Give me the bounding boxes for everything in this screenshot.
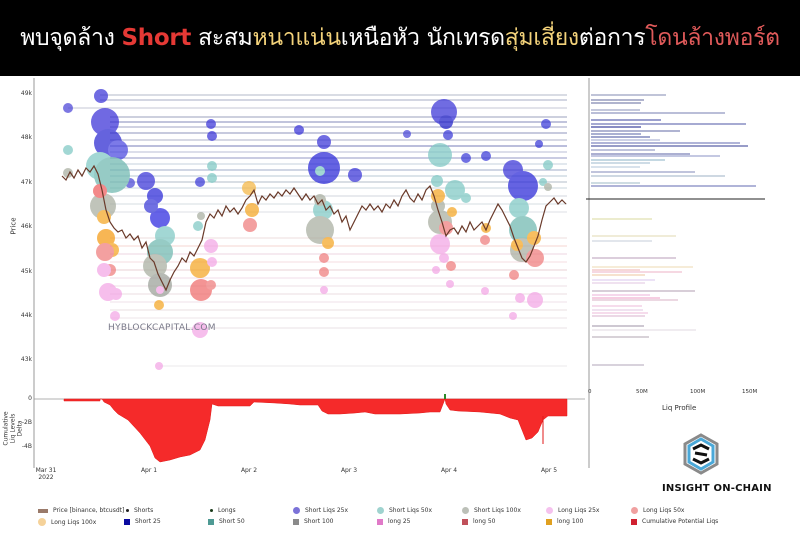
xtick-mar31: Mar 31 2022 bbox=[26, 467, 66, 481]
xtick-mar31-label: Mar 31 bbox=[35, 467, 57, 474]
square-swatch-icon bbox=[546, 518, 552, 525]
legend-label: Short 25 bbox=[135, 518, 161, 525]
square-swatch-icon bbox=[377, 518, 383, 525]
profile-tick-0: 0 bbox=[588, 389, 592, 395]
legend-label: long 100 bbox=[557, 518, 584, 525]
legend-label: Short 50 bbox=[219, 518, 245, 525]
legend-long-liqs-25x: Long Liqs 25x bbox=[546, 507, 599, 514]
cumulative-axis-label: Cumulative Liq Levels Delta bbox=[3, 394, 24, 464]
ytick-44k: 44k bbox=[20, 312, 32, 319]
legend-short-liqs-100x: Short Liqs 100x bbox=[462, 507, 521, 514]
legend-short-liqs-25x: Short Liqs 25x bbox=[293, 507, 348, 514]
xtick-apr2: Apr 2 bbox=[240, 467, 258, 474]
legend-label: long 25 bbox=[388, 518, 411, 525]
liq-profile-bars bbox=[586, 94, 765, 366]
profile-tick-50m: 50M bbox=[636, 389, 648, 395]
xtick-apr1: Apr 1 bbox=[140, 467, 158, 474]
xtick-apr5: Apr 5 bbox=[540, 467, 558, 474]
legend-label: Short Liqs 50x bbox=[389, 507, 433, 514]
circle-swatch-icon bbox=[462, 507, 469, 514]
legend-long-50: long 50 bbox=[462, 518, 496, 525]
circle-swatch-icon bbox=[546, 507, 553, 514]
headline-short: Short bbox=[121, 25, 192, 51]
legend-short-25: Short 25 bbox=[124, 518, 161, 525]
dot-swatch-icon bbox=[210, 509, 213, 512]
legend-label: Longs bbox=[218, 507, 236, 514]
headline-part: สะสม bbox=[191, 25, 253, 51]
xtick-year: 2022 bbox=[38, 474, 54, 481]
legend-cumulative-potential-liqs: Cumulative Potential Liqs bbox=[631, 518, 718, 525]
legend-label: Short 100 bbox=[304, 518, 334, 525]
ytick-49k: 49k bbox=[20, 90, 32, 97]
headline-part: พบจุดล้าง bbox=[20, 25, 122, 51]
legend-label: Short Liqs 25x bbox=[305, 507, 349, 514]
legend-long-liqs-50x: Long Liqs 50x bbox=[631, 507, 684, 514]
legend-short-100: Short 100 bbox=[293, 518, 333, 525]
circle-swatch-icon bbox=[38, 518, 46, 526]
legend-longs: Longs bbox=[210, 507, 236, 514]
legend-price: Price [binance, btcusdt] bbox=[38, 507, 124, 514]
short-liq-lines bbox=[68, 94, 567, 213]
legend-label: Long Liqs 100x bbox=[51, 518, 97, 526]
title-banner: พบจุดล้าง Short สะสมหนาแน่นเหนือหัว นักเ… bbox=[0, 0, 800, 76]
ytick-48k: 48k bbox=[20, 134, 32, 141]
square-swatch-icon bbox=[462, 518, 468, 525]
legend-long-100: long 100 bbox=[546, 518, 583, 525]
watermark: HYBLOCKCAPITAL.COM bbox=[108, 323, 216, 333]
cum-label-2: Liq Levels bbox=[9, 413, 17, 444]
headline-part: ต่อการ bbox=[578, 25, 646, 51]
square-swatch-icon bbox=[208, 518, 214, 525]
square-swatch-icon bbox=[124, 518, 130, 525]
price-axis-label: Price bbox=[9, 217, 18, 235]
legend-label: Long Liqs 50x bbox=[643, 507, 685, 514]
headline-liquidated: โดนล้างพอร์ต bbox=[645, 25, 780, 51]
headline-part: เหนือหัว นักเทรด bbox=[340, 25, 505, 51]
brand-name: INSIGHT ON-CHAIN bbox=[662, 483, 772, 494]
legend-label: Long Liqs 25x bbox=[558, 507, 600, 514]
legend-short-liqs-50x: Short Liqs 50x bbox=[377, 507, 432, 514]
profile-tick-150m: 150M bbox=[742, 389, 758, 395]
legend-long-liqs-100x: Long Liqs 100x bbox=[38, 518, 96, 526]
long-liq-lines bbox=[110, 237, 567, 367]
price-line bbox=[61, 164, 567, 292]
cum-label-3: Delta bbox=[16, 420, 24, 437]
legend-label: Short Liqs 100x bbox=[474, 507, 521, 514]
ytick-46k: 46k bbox=[20, 223, 32, 230]
dot-swatch-icon bbox=[126, 509, 129, 512]
xtick-apr4: Apr 4 bbox=[440, 467, 458, 474]
ytick-43k: 43k bbox=[20, 356, 32, 363]
legend-shorts: Shorts bbox=[126, 507, 153, 514]
cumulative-area bbox=[63, 398, 568, 463]
legend-short-50: Short 50 bbox=[208, 518, 245, 525]
price-swatch-icon bbox=[38, 508, 48, 513]
circle-swatch-icon bbox=[377, 507, 384, 514]
circle-swatch-icon bbox=[631, 507, 638, 514]
legend-label: Cumulative Potential Liqs bbox=[642, 518, 719, 525]
ytick-cum-2b: -2B bbox=[21, 419, 32, 426]
square-swatch-icon bbox=[293, 518, 299, 525]
ytick-cum-4b: -4B bbox=[21, 443, 32, 450]
legend-label: long 50 bbox=[473, 518, 496, 525]
circle-swatch-icon bbox=[293, 507, 300, 514]
legend-label: Shorts bbox=[134, 507, 154, 514]
ytick-45k: 45k bbox=[20, 268, 32, 275]
profile-tick-100m: 100M bbox=[690, 389, 706, 395]
ytick-47k: 47k bbox=[20, 179, 32, 186]
legend-label: Price [binance, btcusdt] bbox=[53, 507, 125, 514]
legend-long-25: long 25 bbox=[377, 518, 411, 525]
ytick-cum-0: 0 bbox=[28, 395, 32, 402]
square-swatch-icon bbox=[631, 518, 637, 525]
headline-dense: หนาแน่น bbox=[252, 25, 342, 51]
xtick-apr3: Apr 3 bbox=[340, 467, 358, 474]
liquidation-chart bbox=[33, 78, 765, 468]
headline: พบจุดล้าง Short สะสมหนาแน่นเหนือหัว นักเ… bbox=[20, 20, 780, 56]
insight-onchain-logo-icon bbox=[683, 433, 719, 475]
headline-risk: สุ่มเสี่ยง bbox=[504, 25, 579, 51]
cum-label-1: Cumulative bbox=[2, 411, 10, 446]
profile-axis-label: Liq Profile bbox=[662, 404, 697, 412]
